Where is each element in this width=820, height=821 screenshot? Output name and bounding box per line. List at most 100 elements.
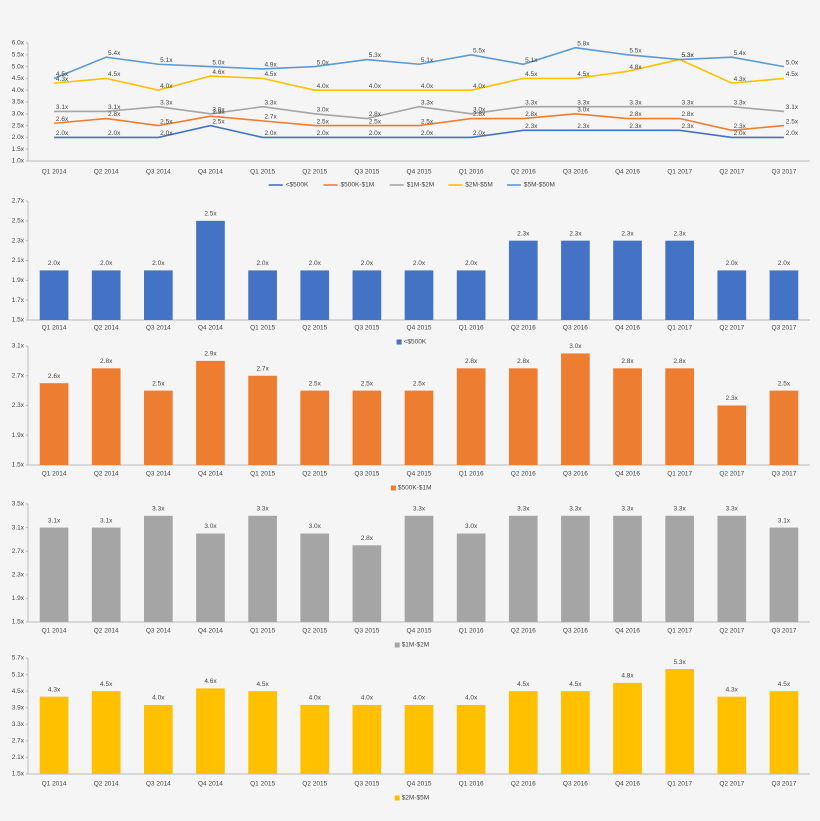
data-label: 2.0x	[473, 130, 486, 137]
y-tick-label: 1.5x	[12, 619, 25, 626]
data-label: 4.6x	[204, 678, 217, 685]
bar	[196, 688, 225, 774]
data-label: 2.5x	[212, 118, 225, 125]
data-label: 2.0x	[317, 130, 330, 137]
y-tick-label: 1.9x	[12, 595, 25, 602]
y-tick-label: 2.7x	[12, 372, 25, 379]
data-label: 4.5x	[264, 71, 277, 78]
data-label: 2.9x	[212, 109, 225, 116]
legend-label: <$500K	[404, 339, 427, 346]
x-tick-label: Q3 2014	[146, 325, 171, 332]
data-label: 4.5x	[786, 71, 799, 78]
x-tick-label: Q2 2015	[302, 169, 327, 176]
bar	[39, 270, 69, 320]
data-label: 4.5x	[525, 71, 538, 78]
data-label: 5.1x	[160, 57, 173, 64]
bar	[404, 390, 434, 465]
data-label: 4.8x	[621, 673, 634, 680]
x-tick-label: Q1 2014	[42, 169, 67, 176]
data-label: 2.8x	[517, 358, 530, 365]
data-label: 4.0x	[317, 83, 330, 90]
bar	[508, 691, 538, 774]
data-label: 4.6x	[212, 69, 225, 76]
data-label: 2.8x	[465, 358, 478, 365]
bar	[613, 368, 642, 465]
y-tick-label: 1.5x	[12, 317, 25, 324]
x-tick-label: Q1 2016	[459, 325, 484, 332]
bar	[508, 515, 538, 622]
bar	[196, 360, 225, 465]
bar	[717, 405, 747, 465]
bar	[143, 270, 173, 320]
data-label: 4.3x	[48, 686, 61, 693]
chart-panel: 1.0x 1.5x 2.0x 2.5x 3.0x 3.5x 4.0x 4.5x 5.0x 5.5x…	[12, 40, 810, 189]
data-label: 2.0x	[778, 260, 791, 267]
x-tick-label: Q3 2016	[563, 781, 588, 788]
data-label: 4.0x	[413, 695, 426, 702]
y-tick-label: 1.0x	[12, 158, 25, 165]
data-label: 5.4x	[108, 50, 121, 57]
bar	[404, 515, 434, 622]
x-tick-label: Q1 2017	[667, 169, 692, 176]
x-tick-label: Q4 2014	[198, 628, 223, 635]
data-label: 3.1x	[56, 104, 69, 111]
x-tick-label: Q3 2016	[563, 325, 588, 332]
x-tick-label: Q4 2015	[407, 169, 432, 176]
data-label: 3.0x	[204, 523, 217, 530]
bar	[91, 691, 121, 774]
x-tick-label: Q3 2017	[771, 325, 796, 332]
bar	[665, 240, 695, 320]
data-label: 5.4x	[734, 50, 747, 57]
y-tick-label: 3.3x	[12, 721, 25, 728]
bar	[613, 682, 642, 774]
bar	[561, 353, 590, 465]
x-tick-label: Q1 2015	[250, 781, 275, 788]
data-label: 4.0x	[421, 83, 434, 90]
data-label: 2.3x	[569, 230, 582, 237]
bar	[39, 527, 69, 622]
data-label: 3.0x	[569, 343, 582, 350]
bar	[352, 270, 382, 320]
legend-swatch	[396, 339, 402, 345]
data-label: 4.0x	[309, 695, 322, 702]
y-tick-label: 1.9x	[12, 432, 25, 439]
legend-label: $500K-$1M	[398, 485, 432, 492]
x-tick-label: Q3 2014	[146, 781, 171, 788]
data-label: 4.0x	[369, 83, 382, 90]
y-tick-label: 1.5x	[12, 146, 25, 153]
data-label: 4.3x	[56, 76, 69, 83]
y-tick-label: 3.1x	[12, 524, 25, 531]
x-tick-label: Q4 2015	[407, 628, 432, 635]
x-tick-label: Q1 2016	[459, 628, 484, 635]
y-tick-label: 2.3x	[12, 572, 25, 579]
y-tick-label: 5.0x	[12, 63, 25, 70]
y-tick-label: 5.5x	[12, 52, 25, 59]
bar	[717, 696, 747, 774]
y-tick-label: 2.5x	[12, 218, 25, 225]
bar	[39, 383, 69, 465]
data-label: 2.8x	[621, 358, 634, 365]
x-tick-label: Q1 2017	[667, 781, 692, 788]
x-tick-label: Q1 2017	[667, 325, 692, 332]
x-tick-label: Q3 2017	[771, 471, 796, 478]
bar	[248, 375, 277, 465]
bar	[91, 527, 121, 622]
bar	[300, 533, 330, 622]
data-label: 2.8x	[682, 111, 695, 118]
data-label: 2.8x	[100, 358, 113, 365]
x-tick-label: Q4 2016	[615, 169, 640, 176]
data-label: 2.6x	[56, 116, 69, 123]
x-tick-label: Q1 2015	[250, 169, 275, 176]
data-label: 3.3x	[256, 506, 269, 513]
data-label: 2.5x	[160, 118, 173, 125]
y-tick-label: 6.0x	[12, 40, 25, 47]
chart-panel: 1.5x 1.7x 1.9x 2.1x 2.3x 2.5x 2.7x Q1 2014 Q2 20…	[12, 198, 810, 346]
data-label: 2.3x	[525, 123, 538, 130]
data-label: 2.8x	[361, 535, 374, 542]
y-tick-label: 5.1x	[12, 671, 25, 678]
bar	[769, 691, 799, 774]
bar	[456, 368, 486, 465]
bar	[352, 704, 382, 774]
x-tick-label: Q2 2014	[94, 781, 119, 788]
data-label: 4.0x	[465, 695, 478, 702]
